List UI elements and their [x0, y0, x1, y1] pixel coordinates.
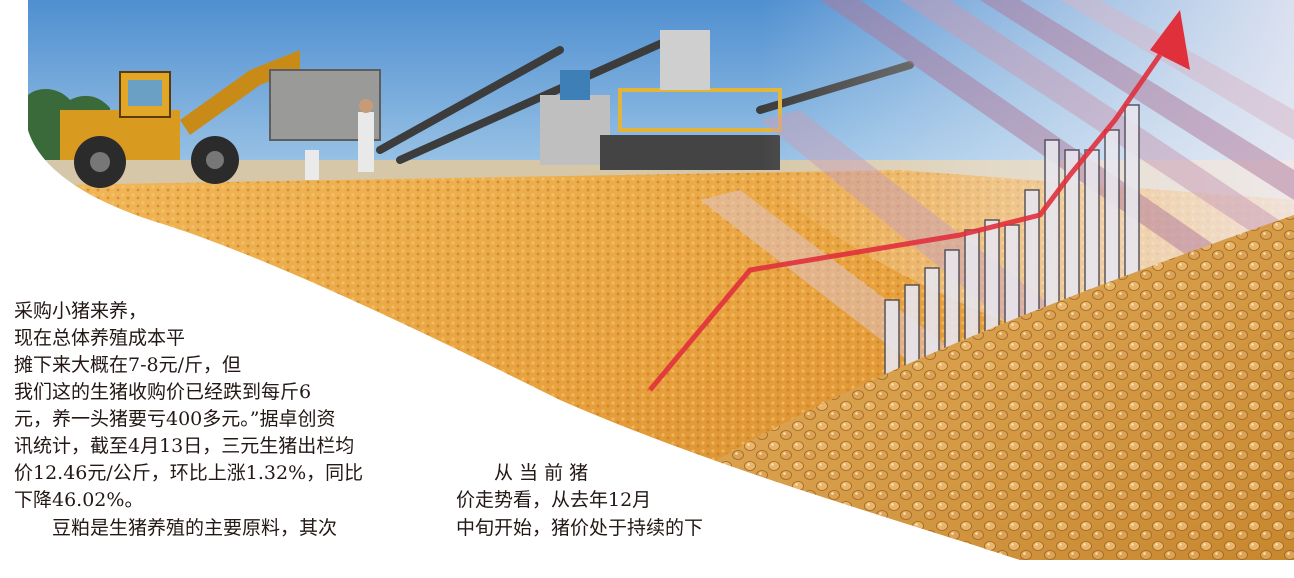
article-line: 从 当 前 猪 [456, 462, 589, 484]
article-line: 豆粕是生猪养殖的主要原料，其次 [14, 517, 338, 539]
article-line: 元，养一头猪要亏400多元。”据卓创资 [14, 408, 336, 430]
article-line: 讯统计，截至4月13日，三元生猪出栏均 [14, 435, 355, 457]
trend-arrow [648, 53, 1163, 392]
article-line: 我们这的生猪收购价已经跌到每斤6 [14, 381, 312, 403]
article-line: 摊下来大概在7-8元/斤，但 [14, 354, 241, 376]
article-line: 现在总体养殖成本平 [14, 327, 186, 349]
article-line: 价12.46元/公斤，环比上涨1.32%，同比 [14, 462, 364, 484]
article-line: 采购小猪来养， [14, 300, 148, 322]
article-line: 价走势看，从去年12月 [456, 489, 652, 511]
article-line: 下降46.02%。 [14, 489, 144, 511]
article-line: 中旬开始，猪价处于持续的下 [456, 517, 704, 539]
